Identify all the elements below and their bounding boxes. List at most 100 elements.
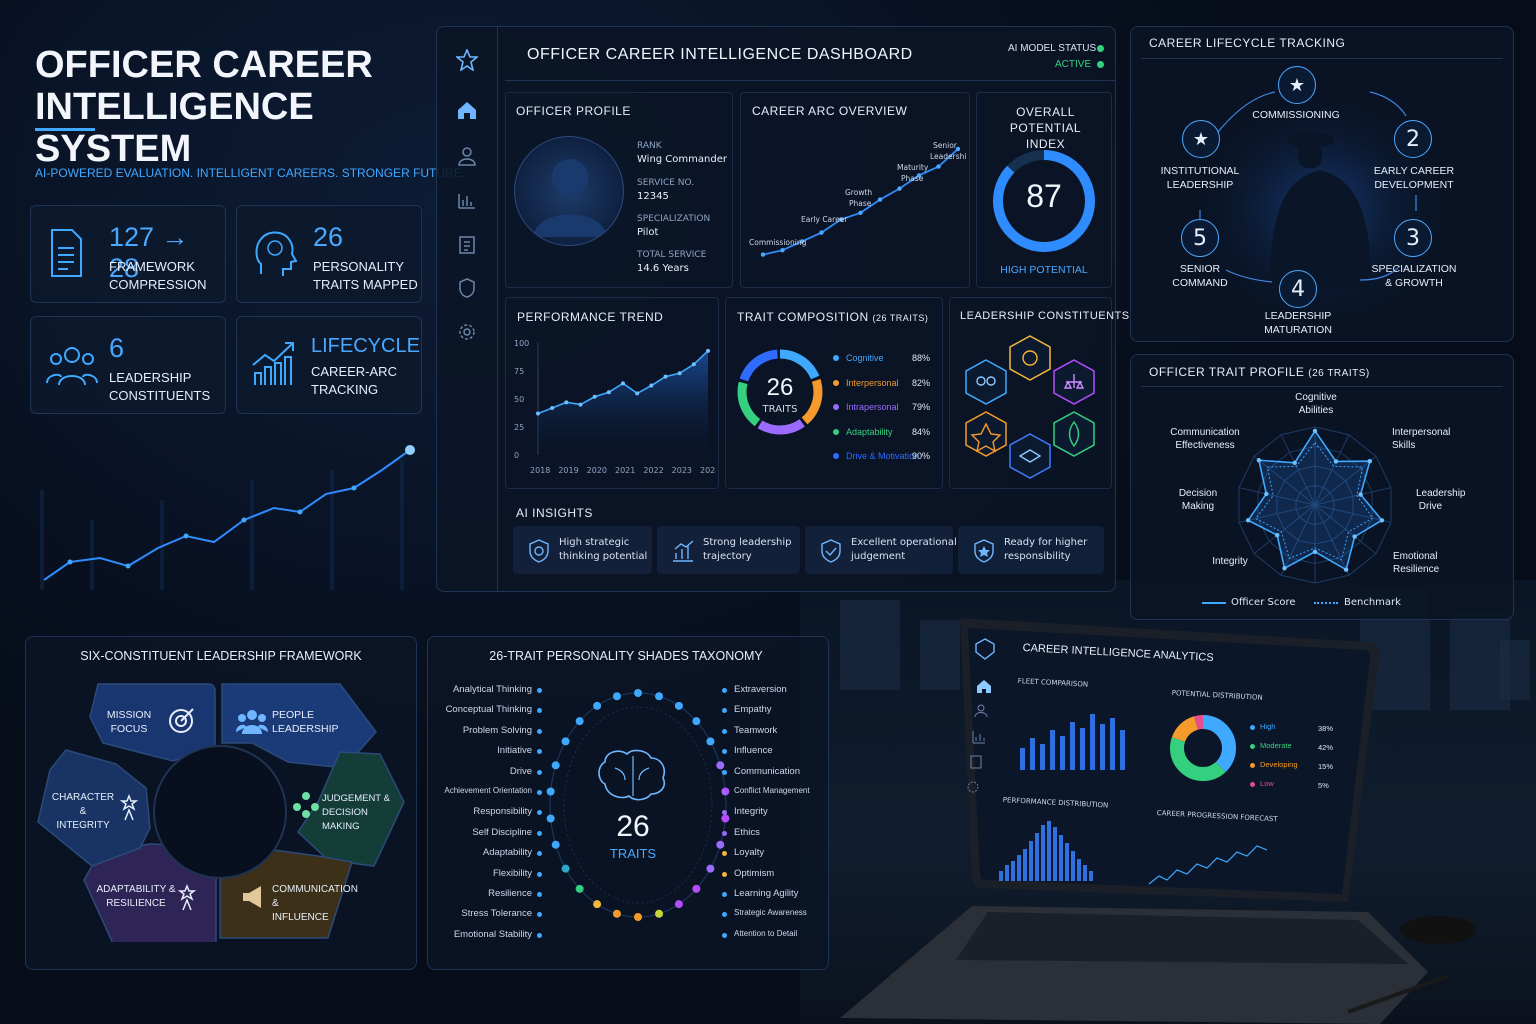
gear-icon[interactable] xyxy=(453,318,481,346)
spec-value: Pilot xyxy=(637,227,659,238)
radar-axis-label: Emotional Resilience xyxy=(1393,551,1440,575)
taxonomy-bullet xyxy=(722,810,727,816)
x-tick-label: 2019 xyxy=(558,466,578,475)
taxonomy-trait: Resilience xyxy=(488,888,532,899)
taxonomy-bullet xyxy=(537,912,542,918)
radar-point xyxy=(1352,534,1357,539)
arc-stage-label: Leadership xyxy=(930,152,967,161)
laptop-user-icon[interactable] xyxy=(974,704,988,718)
insight-card[interactable]: Ready for higher responsibility xyxy=(958,526,1104,574)
taxonomy-dot xyxy=(546,814,555,823)
arc-point xyxy=(760,252,766,257)
lifecycle-diagram xyxy=(1192,90,1452,330)
framework-label: MISSION FOCUS xyxy=(106,709,152,735)
star-icon[interactable] xyxy=(453,46,481,74)
laptop-legend-pct: 5% xyxy=(1318,781,1329,790)
laptop-chart-icon[interactable] xyxy=(972,730,986,744)
home-icon[interactable] xyxy=(453,96,481,124)
insight-text: High strategic thinking potential xyxy=(559,537,648,562)
status-dot xyxy=(1097,61,1104,68)
laptop-forecast-line xyxy=(1148,845,1268,885)
radar-axis-label: Communication Effectiveness xyxy=(1170,427,1240,451)
shield-icon[interactable] xyxy=(453,274,481,302)
stat-label: PERSONALITY TRAITS MAPPED xyxy=(313,259,418,292)
laptop-home-icon[interactable] xyxy=(976,678,992,694)
radar-spoke xyxy=(1314,455,1377,506)
laptop-clipboard-icon[interactable] xyxy=(969,755,983,769)
people-group-icon xyxy=(46,347,98,386)
trait-legend-name: Intrapersonal xyxy=(846,402,899,412)
arc-point xyxy=(955,146,961,152)
lifecycle-node-commissioning[interactable]: ★ xyxy=(1278,66,1316,104)
laptop-fleet-bars xyxy=(1020,714,1125,770)
trait-legend-name: Drive & Motivation xyxy=(846,451,920,461)
trajectory-icon xyxy=(673,540,694,562)
taxonomy-dot xyxy=(612,692,621,701)
trait-legend-name: Adaptability xyxy=(846,426,893,437)
laptop-legend-pct: 42% xyxy=(1318,743,1334,752)
framework-title: SIX-CONSTITUENT LEADERSHIP FRAMEWORK xyxy=(80,649,362,663)
career-arc-card xyxy=(740,92,970,288)
y-tick-label: 75 xyxy=(514,367,524,376)
performance-card xyxy=(505,297,719,489)
taxonomy-trait: Communication xyxy=(734,765,800,777)
radar-point xyxy=(1379,518,1385,523)
insight-card[interactable]: Strong leadership trajectory xyxy=(657,526,800,574)
lifecycle-node-institutional-leadership[interactable]: ★ xyxy=(1182,120,1220,158)
laptop-settings-icon[interactable] xyxy=(966,780,980,794)
taxonomy-dot xyxy=(634,913,642,921)
radar-spoke xyxy=(1238,487,1316,506)
trait-legend-pct: 88% xyxy=(912,353,931,363)
trait-legend-pct: 84% xyxy=(912,426,931,437)
bar-chart-icon[interactable] xyxy=(453,186,481,214)
taxonomy-bullet xyxy=(722,912,727,918)
insight-card[interactable]: Excellent operational judgement xyxy=(805,526,957,574)
officer-profile-card xyxy=(505,92,733,288)
taxonomy-bullet xyxy=(537,790,542,795)
stat-label: LEADERSHIP CONSTITUENTS xyxy=(109,370,211,403)
leadership-hex-cluster xyxy=(965,335,1095,479)
taxonomy-trait: Flexibility xyxy=(492,867,532,879)
x-tick-label: 2021 xyxy=(615,466,635,475)
taxonomy-dot xyxy=(706,864,715,873)
lifecycle-node-early-career[interactable]: 2 xyxy=(1394,120,1432,158)
laptop-legend-name: Moderate xyxy=(1260,741,1292,750)
potential-label: HIGH POTENTIAL xyxy=(1000,264,1088,276)
clipboard-icon[interactable] xyxy=(453,230,481,258)
trait-legend-name: Interpersonal xyxy=(846,377,899,388)
radar-point xyxy=(1256,458,1262,463)
taxonomy-bullet xyxy=(722,688,727,693)
taxonomy-left-list: Analytical Thinking Conceptual Thinking Pr… xyxy=(428,684,532,944)
stat-value: LIFECYCLE xyxy=(311,335,420,357)
radar-point xyxy=(1312,428,1318,434)
stat-label: FRAMEWORK COMPRESSION xyxy=(109,259,207,292)
taxonomy-dot xyxy=(561,737,570,746)
figure-star-icon xyxy=(119,794,139,821)
insight-text: Excellent operational judgement xyxy=(851,537,957,562)
taxonomy-bullet xyxy=(722,769,727,775)
service-value: 12345 xyxy=(637,191,669,202)
laptop-potential-donut xyxy=(1170,715,1236,781)
taxonomy-dot xyxy=(716,840,725,849)
taxonomy-trait: Initiative xyxy=(497,745,532,757)
taxonomy-dot xyxy=(561,864,570,873)
divider xyxy=(1141,58,1503,59)
laptop-legend-name: Developing xyxy=(1260,760,1298,769)
lifecycle-node-specialization[interactable]: 3 xyxy=(1394,219,1432,257)
brain-head-icon xyxy=(255,231,297,276)
stat-card-traits: 26 PERSONALITY TRAITS MAPPED xyxy=(236,205,422,303)
taxonomy-bullet xyxy=(722,708,727,714)
user-icon[interactable] xyxy=(453,142,481,170)
arc-point xyxy=(858,210,863,215)
stat-label: CAREER-ARC TRACKING xyxy=(311,364,397,397)
insight-card[interactable]: High strategic thinking potential xyxy=(513,526,652,574)
radar-point xyxy=(1312,549,1318,554)
arc-point xyxy=(897,186,902,191)
lifecycle-node-leadership-maturation[interactable]: 4 xyxy=(1279,270,1317,308)
laptop-logo-icon xyxy=(975,638,995,660)
career-arc-chart: Commissioning Early Career Growth Phase … xyxy=(749,141,967,257)
taxonomy-bullet xyxy=(537,810,542,816)
lifecycle-node-senior-command[interactable]: 5 xyxy=(1181,219,1219,257)
radar-spoke xyxy=(1314,504,1392,523)
taxonomy-trait: Extraversion xyxy=(734,684,787,695)
